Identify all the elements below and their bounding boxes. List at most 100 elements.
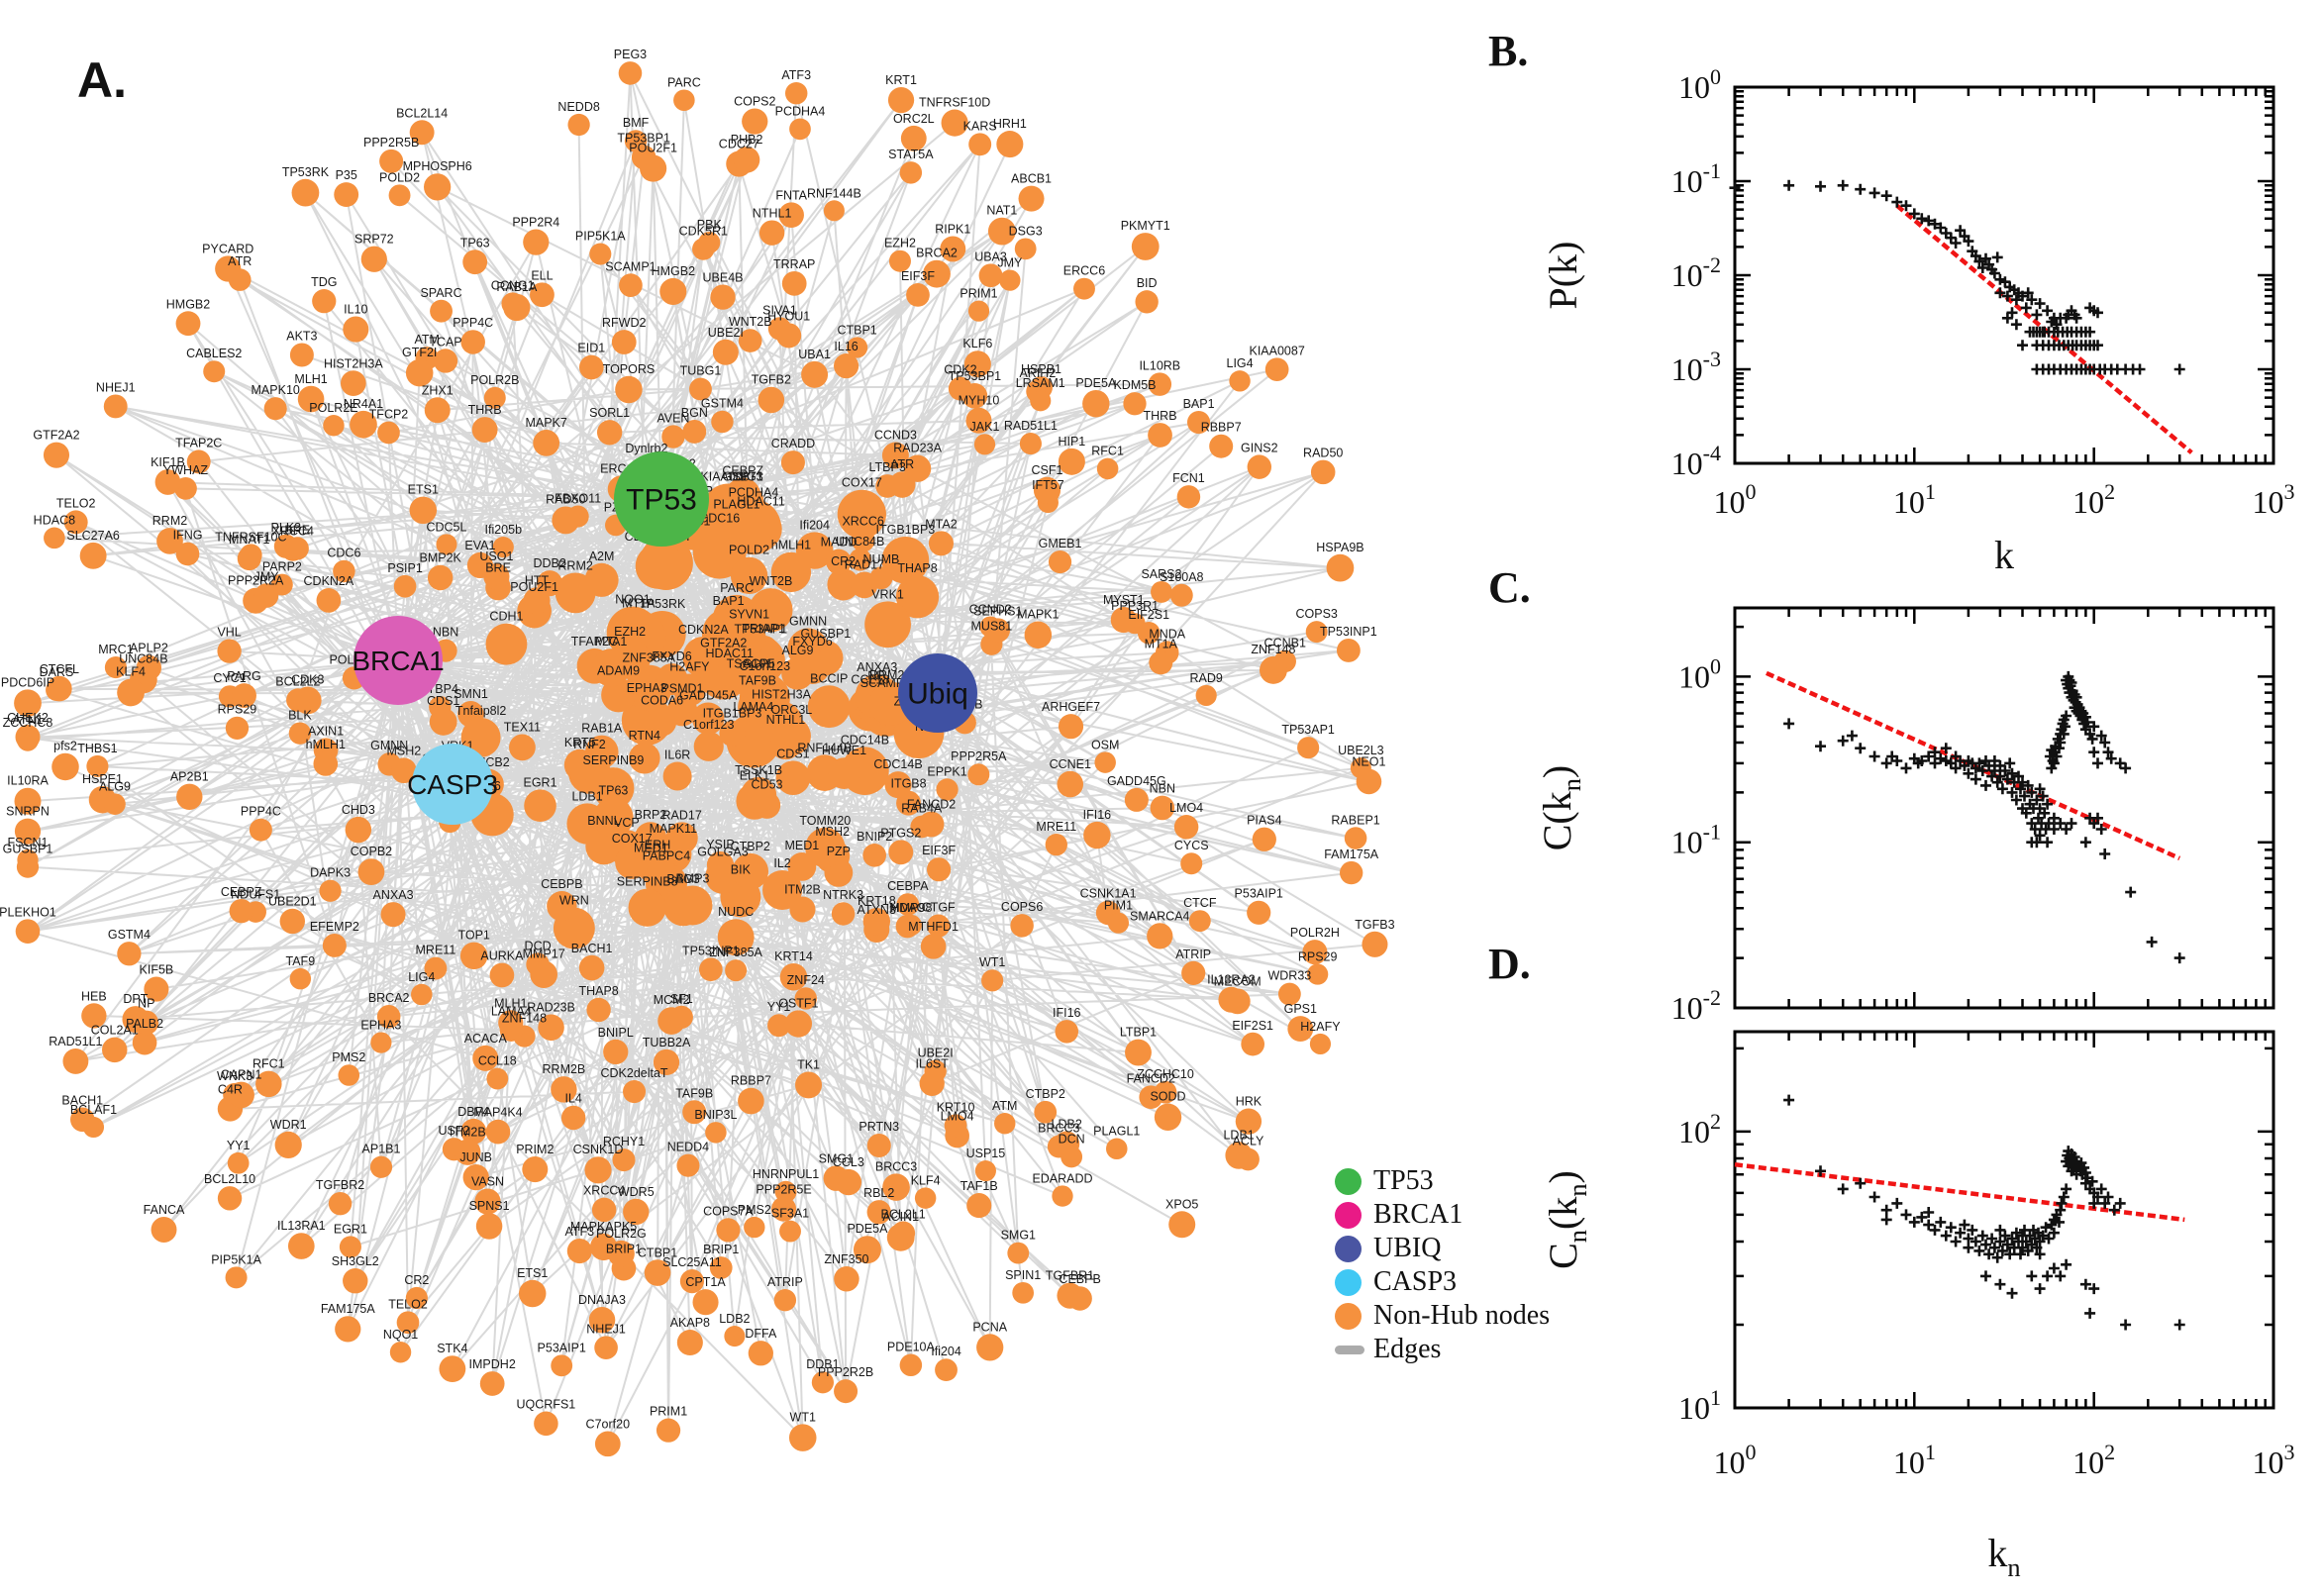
non-hub-node — [339, 1236, 361, 1258]
gene-label: SMG1 — [1001, 1229, 1036, 1243]
non-hub-node-layer — [14, 61, 1388, 1457]
non-hub-node — [1229, 370, 1251, 392]
non-hub-node — [719, 720, 746, 747]
gene-label: JMY — [254, 569, 280, 583]
non-hub-node — [533, 430, 560, 456]
non-hub-node — [144, 976, 169, 1002]
ppi-network-canvas: TP53RK KIAA0087 THAP8 CDC14B DSG3 NTHL1 CEBPZ V… — [0, 48, 1395, 1457]
gene-label: PPP4C — [453, 316, 493, 330]
gene-label: MYST1 — [1103, 593, 1145, 607]
non-hub-node — [255, 1070, 282, 1098]
gene-label: DFFA — [745, 1327, 777, 1341]
gene-label: CTBP1 — [837, 323, 876, 337]
tick-label: 10-1 — [1671, 158, 1721, 199]
gene-label: SEPHS1 — [973, 604, 1022, 618]
gene-label: ATF3 — [565, 1225, 595, 1239]
gene-label: ATR — [890, 457, 914, 471]
non-hub-node — [1007, 1242, 1030, 1264]
gene-label: EPPK1 — [927, 764, 966, 778]
non-hub-node — [15, 919, 41, 944]
non-hub-node — [781, 270, 807, 296]
gene-label: GADD45A — [679, 688, 738, 702]
non-hub-node — [659, 277, 687, 306]
non-hub-node — [788, 1424, 817, 1451]
non-hub-node — [935, 1358, 958, 1382]
gene-label: S100A8 — [1160, 570, 1204, 584]
legend-item-casp3: CASP3 — [1335, 1265, 1550, 1299]
gene-label: NHEJ1 — [586, 1322, 626, 1336]
gene-label: pfs2 — [53, 740, 77, 753]
non-hub-node — [1048, 550, 1072, 574]
nonhub-swatch-icon — [1335, 1302, 1362, 1330]
non-hub-node — [775, 760, 811, 796]
non-hub-node — [689, 377, 712, 401]
gene-label: POLR2H — [1290, 926, 1340, 940]
gene-label: CEBPZ — [722, 463, 763, 477]
gene-label: CDC5L — [426, 520, 466, 534]
gene-label: VCP — [614, 816, 640, 830]
non-hub-node — [489, 962, 515, 988]
gene-label: C7orf20 — [586, 1418, 631, 1432]
non-hub-node — [864, 601, 911, 648]
gene-label: PPP4C — [241, 805, 281, 819]
non-hub-node — [1356, 768, 1382, 795]
gene-label: UBE4B — [703, 270, 744, 284]
gene-label: IL6ST — [916, 1057, 950, 1071]
gene-label: THRB — [1144, 409, 1177, 423]
gene-label: PYCARD — [202, 242, 253, 255]
gene-label: FAM175A — [321, 1302, 376, 1316]
non-hub-node — [738, 329, 762, 352]
non-hub-node — [712, 339, 739, 365]
gene-label: YWHAZ — [163, 463, 209, 477]
non-hub-node — [151, 1217, 177, 1243]
gene-label: DCD — [525, 939, 552, 952]
tick-label: 101 — [1678, 1385, 1721, 1426]
gene-label: UQCRFS1 — [517, 1398, 576, 1412]
gene-label: IL10RA — [7, 774, 49, 788]
gene-label: BAG3 — [666, 872, 699, 886]
non-hub-node — [743, 670, 775, 703]
non-hub-node — [16, 855, 40, 878]
gene-label: P53AIP1 — [538, 1341, 586, 1354]
axes: 100 10-1 10-2 — [1671, 606, 2275, 1024]
gene-label: LIG4 — [408, 970, 435, 984]
gene-label: DDB1 — [806, 1357, 839, 1371]
gene-label: PARC — [667, 75, 701, 89]
gene-label: WDR5 — [618, 1185, 655, 1199]
gene-label: CCND2 — [969, 602, 1012, 616]
non-hub-node — [1336, 639, 1361, 662]
non-hub-node — [1235, 1108, 1262, 1135]
gene-label: WRN — [559, 894, 589, 908]
non-hub-node — [430, 299, 453, 323]
gene-label: MRE11 — [416, 944, 456, 957]
gene-label: EID1 — [577, 342, 605, 355]
non-hub-node — [345, 816, 372, 844]
non-hub-node — [380, 902, 406, 928]
gene-label: VASN — [471, 1175, 504, 1189]
non-hub-node — [350, 410, 377, 439]
non-hub-node — [518, 1279, 547, 1308]
gene-label: CD53 — [752, 778, 783, 792]
gene-label: DPT — [123, 992, 148, 1006]
gene-label: FNTA — [775, 188, 807, 202]
non-hub-node — [460, 330, 485, 354]
gene-label: KIF1B — [151, 455, 185, 469]
gene-label: C1orf123 — [740, 659, 790, 673]
non-hub-node — [591, 648, 631, 687]
gene-label: ATR — [228, 254, 252, 268]
non-hub-node — [591, 1197, 617, 1223]
ubiq-swatch-icon — [1335, 1235, 1362, 1262]
gene-label: BNNL — [587, 814, 620, 828]
non-hub-node — [1083, 821, 1111, 849]
non-hub-node — [847, 337, 868, 358]
non-hub-node — [807, 685, 851, 729]
non-hub-node — [287, 1233, 315, 1259]
gene-label: RAD50 — [546, 492, 585, 506]
gene-label: SODD — [1150, 1090, 1185, 1104]
gene-label: EPHA3 — [627, 681, 667, 695]
non-hub-node — [834, 1379, 858, 1404]
non-hub-node — [910, 815, 934, 839]
gene-label: BRP2 — [635, 808, 667, 822]
gene-label: RBBP7 — [731, 1074, 771, 1088]
non-hub-node — [923, 259, 951, 288]
